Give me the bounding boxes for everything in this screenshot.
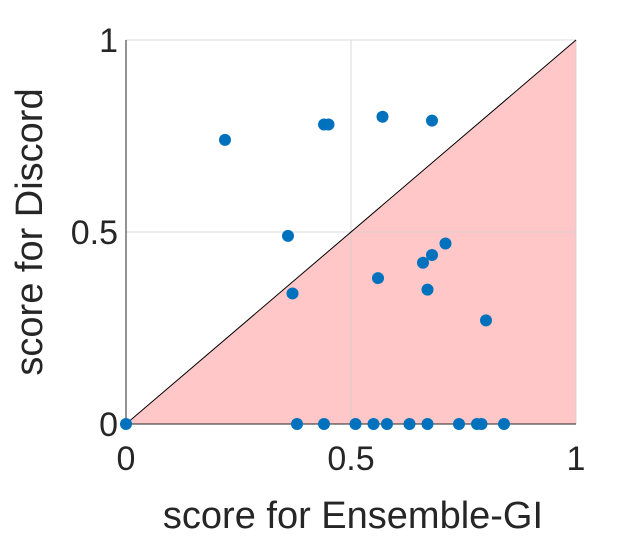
data-point — [426, 249, 438, 262]
data-point — [453, 418, 465, 430]
data-point — [498, 418, 510, 430]
data-point — [439, 237, 452, 250]
y-tick-label: 0 — [99, 406, 118, 444]
data-point — [219, 133, 231, 146]
data-point — [376, 110, 389, 123]
ticks-layer: 0 0.5 1 0 0.5 1 — [71, 22, 586, 478]
y-axis-label: score for Discord — [9, 88, 51, 375]
data-point — [318, 418, 330, 430]
data-point — [291, 418, 303, 430]
x-tick-label: 1 — [567, 440, 586, 478]
y-tick-label: 1 — [99, 22, 118, 60]
data-point — [367, 418, 380, 430]
data-point — [403, 418, 416, 430]
data-point — [417, 256, 429, 269]
data-point — [120, 418, 132, 430]
data-point — [282, 229, 294, 242]
plot-area — [125, 39, 577, 425]
data-point — [421, 283, 434, 296]
data-point — [322, 118, 335, 131]
x-tick-label: 0.5 — [327, 440, 374, 478]
data-point — [475, 418, 488, 430]
diagonal-line — [125, 39, 577, 425]
data-point — [480, 314, 492, 327]
data-point — [426, 114, 438, 127]
x-axis-label: score for Ensemble-GI — [163, 495, 543, 537]
data-point — [349, 418, 362, 430]
data-point — [372, 272, 384, 285]
data-point — [421, 418, 434, 430]
data-point — [286, 287, 299, 300]
x-tick-label: 0 — [117, 440, 136, 478]
y-tick-label: 0.5 — [71, 214, 118, 252]
data-point — [381, 418, 393, 430]
points-layer — [120, 110, 510, 430]
